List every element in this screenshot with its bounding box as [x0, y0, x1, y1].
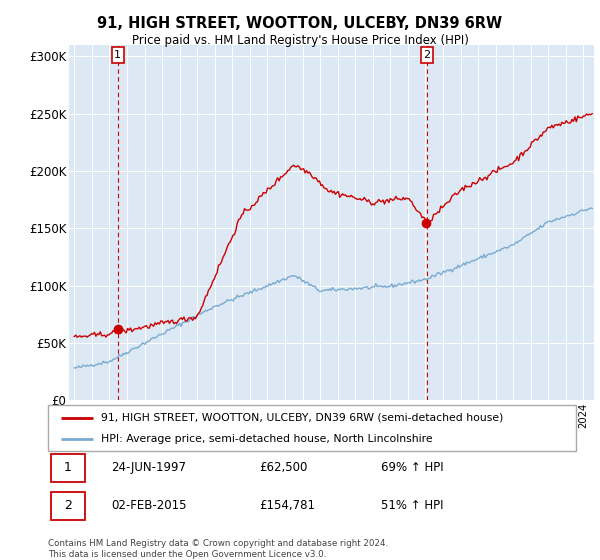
Text: 69% ↑ HPI: 69% ↑ HPI [380, 461, 443, 474]
Text: 24-JUN-1997: 24-JUN-1997 [112, 461, 187, 474]
Text: 1: 1 [115, 50, 121, 60]
Text: Price paid vs. HM Land Registry's House Price Index (HPI): Price paid vs. HM Land Registry's House … [131, 34, 469, 46]
Text: £154,781: £154,781 [259, 499, 315, 512]
Text: 51% ↑ HPI: 51% ↑ HPI [380, 499, 443, 512]
Text: £62,500: £62,500 [259, 461, 308, 474]
Text: 02-FEB-2015: 02-FEB-2015 [112, 499, 187, 512]
Text: Contains HM Land Registry data © Crown copyright and database right 2024.
This d: Contains HM Land Registry data © Crown c… [48, 539, 388, 559]
Text: 91, HIGH STREET, WOOTTON, ULCEBY, DN39 6RW (semi-detached house): 91, HIGH STREET, WOOTTON, ULCEBY, DN39 6… [101, 413, 503, 423]
Text: 2: 2 [64, 499, 72, 512]
Text: 2: 2 [424, 50, 431, 60]
Text: HPI: Average price, semi-detached house, North Lincolnshire: HPI: Average price, semi-detached house,… [101, 435, 433, 444]
FancyBboxPatch shape [50, 454, 85, 482]
Text: 1: 1 [64, 461, 72, 474]
FancyBboxPatch shape [50, 492, 85, 520]
Text: 91, HIGH STREET, WOOTTON, ULCEBY, DN39 6RW: 91, HIGH STREET, WOOTTON, ULCEBY, DN39 6… [97, 16, 503, 31]
